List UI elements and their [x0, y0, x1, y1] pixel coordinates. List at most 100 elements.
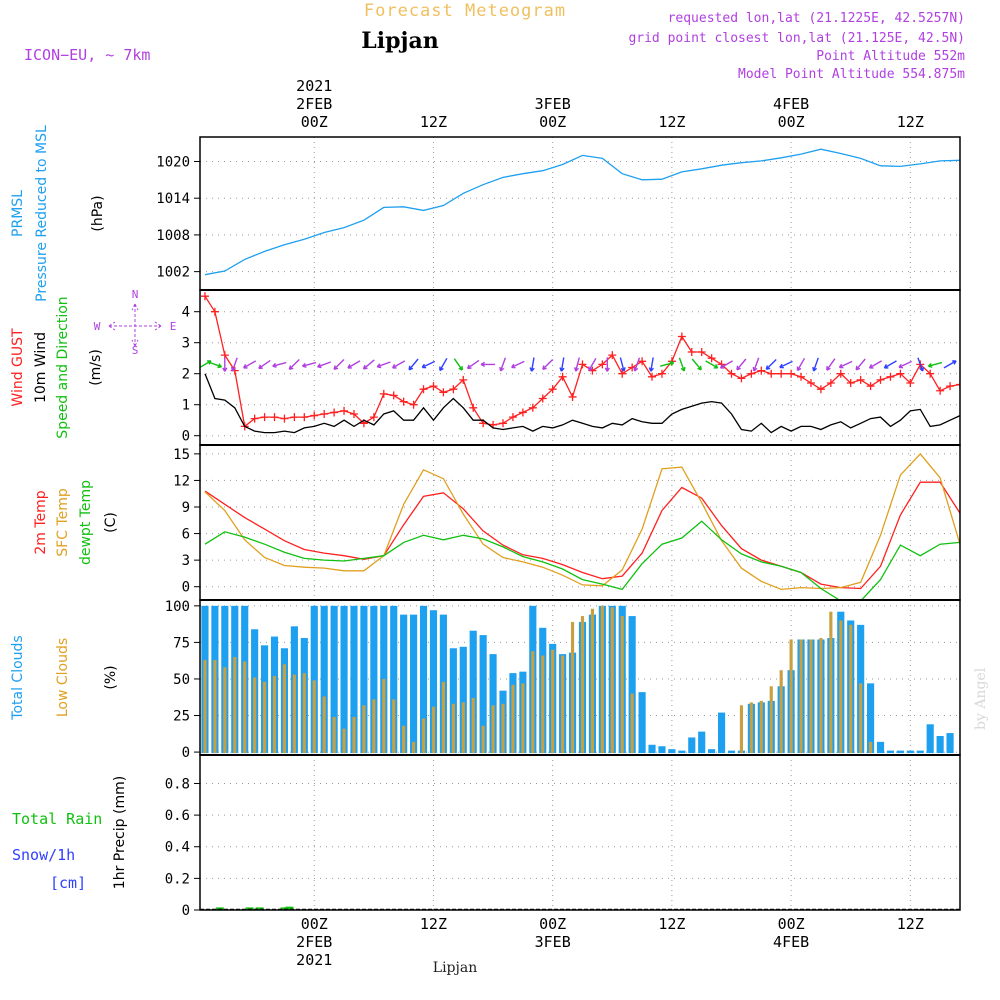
total-cloud-bar	[459, 646, 467, 754]
gust-marker	[767, 369, 776, 378]
low-cloud-bar	[272, 676, 277, 754]
wind-direction-arrow	[439, 357, 448, 372]
total-cloud-bar	[628, 616, 636, 754]
low-cloud-bar	[203, 659, 207, 754]
gust-marker	[836, 369, 845, 378]
wind-direction-arrow	[529, 357, 535, 372]
y-axis-label: (m/s)	[88, 349, 104, 386]
gust-marker	[906, 379, 915, 387]
compass-n: N	[132, 288, 139, 301]
series-line-dewpt	[204, 520, 960, 600]
precip-legend-label: Snow/1h	[12, 846, 75, 864]
wind-direction-arrow	[480, 361, 496, 368]
bottom-tick-label: 00Z	[778, 915, 805, 933]
total-cloud-bar	[708, 749, 716, 754]
gust-marker	[210, 307, 219, 316]
low-cloud-bar	[292, 674, 296, 754]
total-cloud-bar	[876, 741, 885, 754]
low-cloud-bar	[501, 703, 505, 754]
gust-marker	[558, 372, 567, 381]
wind-direction-arrow	[883, 360, 897, 369]
low-cloud-bar	[223, 667, 227, 754]
panel-wind: 0 1 2 3 4 Wind GUST 10m Wind Speed and Directio…	[10, 288, 961, 446]
gust-marker	[369, 413, 378, 422]
low-cloud-bar	[799, 639, 803, 754]
wind-direction-arrow	[231, 357, 238, 372]
total-cloud-bar	[717, 712, 726, 754]
gust-marker	[548, 385, 557, 394]
top-day-label: 4FEB	[773, 95, 809, 113]
model-point-altitude: Model Point Altitude 554.875m	[738, 67, 965, 82]
gust-marker	[787, 369, 796, 378]
gust-marker	[330, 408, 339, 417]
low-cloud-bar	[491, 705, 495, 754]
total-cloud-bar	[350, 605, 358, 754]
wind-direction-arrow	[927, 361, 943, 368]
low-cloud-bar	[819, 638, 823, 754]
gust-marker	[876, 375, 885, 384]
wind-direction-arrow	[408, 358, 419, 371]
gust-marker	[707, 354, 716, 363]
low-cloud-bar	[382, 678, 386, 754]
wind-direction-arrow	[604, 357, 610, 372]
y-tick-label: 12	[173, 473, 190, 489]
total-cloud-bar	[926, 724, 934, 754]
total-cloud-bar	[479, 635, 487, 754]
wind-direction-arrow	[943, 360, 957, 369]
y-tick-label: 1008	[156, 228, 190, 244]
wind-direction-arrow	[648, 357, 654, 372]
gust-marker	[439, 388, 448, 397]
wind-direction-arrow	[633, 357, 641, 372]
gust-marker	[886, 372, 895, 381]
wind-direction-arrow	[796, 357, 806, 372]
low-cloud-bar	[352, 716, 356, 754]
low-cloud-bar	[322, 696, 326, 754]
gust-marker	[846, 379, 855, 387]
y-axis-label: Wind GUST	[10, 328, 26, 407]
wind-direction-arrow	[466, 359, 480, 370]
low-cloud-bar	[233, 657, 237, 754]
wind-direction-arrow	[302, 361, 317, 368]
total-cloud-bar	[638, 692, 646, 754]
y-tick-label: 0.2	[165, 871, 190, 887]
low-cloud-bar	[531, 651, 535, 754]
low-cloud-bar	[521, 683, 525, 754]
gust-marker	[518, 408, 527, 417]
gust-marker	[429, 382, 438, 391]
bottom-tick-label: 12Z	[658, 915, 685, 933]
y-tick-label: 0	[182, 580, 190, 596]
wind-direction-arrow	[288, 359, 300, 370]
gust-marker	[816, 385, 825, 394]
series-line-pressure	[204, 148, 960, 276]
low-cloud-bar	[421, 718, 426, 754]
wind-direction-arrow	[660, 360, 675, 367]
gust-marker	[697, 348, 706, 356]
gust-marker	[598, 360, 607, 369]
low-cloud-bar	[610, 607, 614, 754]
gust-marker	[727, 369, 736, 378]
top-tick-label: 00Z	[539, 113, 566, 131]
y-axis-label: (hPa)	[90, 195, 106, 231]
total-cloud-bar	[658, 746, 666, 754]
gust-marker	[648, 372, 657, 381]
y-tick-label: 0.8	[165, 776, 190, 792]
total-cloud-bar	[886, 750, 895, 754]
gust-marker	[300, 413, 309, 422]
compass-s: S	[132, 344, 139, 357]
total-cloud-bar	[727, 750, 736, 754]
gust-marker	[826, 379, 835, 387]
low-cloud-bar	[263, 681, 267, 754]
wind-direction-arrow	[511, 360, 525, 369]
low-cloud-bar	[580, 616, 585, 754]
y-tick-label: 100	[165, 599, 190, 615]
low-cloud-bar	[471, 697, 475, 754]
gust-marker	[747, 369, 756, 378]
total-cloud-bar	[419, 605, 428, 754]
gust-marker	[677, 332, 686, 341]
panel-precip: 0 0.2 0.4 0.6 0.8 1hr Precip (mm) Total Rain Sn…	[12, 754, 961, 919]
wind-direction-arrow	[208, 361, 223, 369]
total-cloud-bar	[946, 733, 954, 754]
wind-direction-arrow	[838, 360, 853, 369]
gust-marker	[568, 392, 577, 401]
